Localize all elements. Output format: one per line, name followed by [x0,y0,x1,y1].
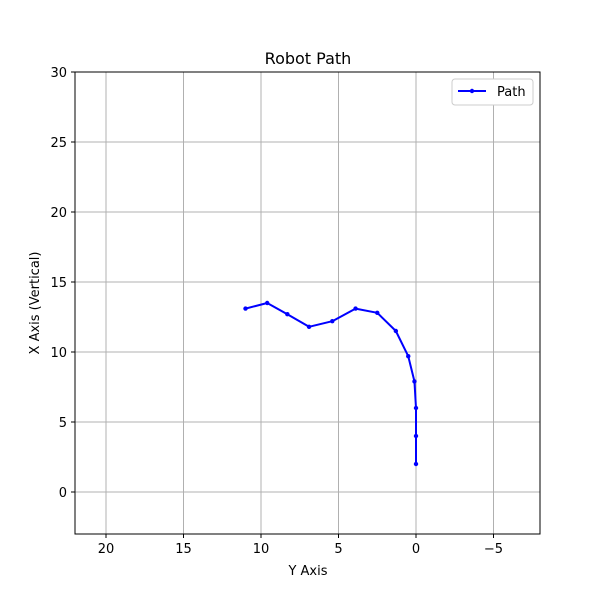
x-tick-label: 5 [334,542,342,557]
chart-title: Robot Path [265,49,352,68]
legend-label-path: Path [497,85,526,100]
data-point [412,379,417,384]
series-layer [243,300,419,467]
y-tick-label: 30 [50,66,67,81]
data-point [330,319,335,324]
y-axis-label: X Axis (Vertical) [28,252,43,355]
data-point [265,300,270,306]
data-point [375,310,380,315]
data-point [413,433,419,439]
x-tick-label: 0 [412,542,420,557]
plot-area-frame [74,71,541,535]
y-tick-label: 25 [50,136,67,151]
x-tick-label: −5 [484,542,503,557]
x-tick-label: 15 [175,542,192,557]
data-point [413,405,419,411]
data-point [413,461,419,467]
data-point [406,354,411,359]
grid-layer [75,71,540,534]
data-point [393,328,399,334]
legend: Path [451,78,534,106]
x-tick-label: 20 [98,542,115,557]
y-tick-label: 15 [50,276,67,291]
y-tick-label: 5 [59,416,67,431]
legend-box [451,78,534,106]
data-point [285,312,290,317]
data-point [353,306,358,311]
legend-marker-path [469,88,475,94]
data-point [306,324,312,329]
y-tick-label: 10 [50,346,67,361]
tick-layer: 20 15 10 5 0 −5 0 5 10 15 20 25 30 [50,66,503,557]
plot-area-background [75,72,540,534]
x-tick-label: 10 [253,542,270,557]
y-tick-label: 20 [50,206,67,221]
x-axis-label: Y Axis [287,564,327,579]
y-tick-label: 0 [59,486,67,501]
data-point [243,306,248,311]
